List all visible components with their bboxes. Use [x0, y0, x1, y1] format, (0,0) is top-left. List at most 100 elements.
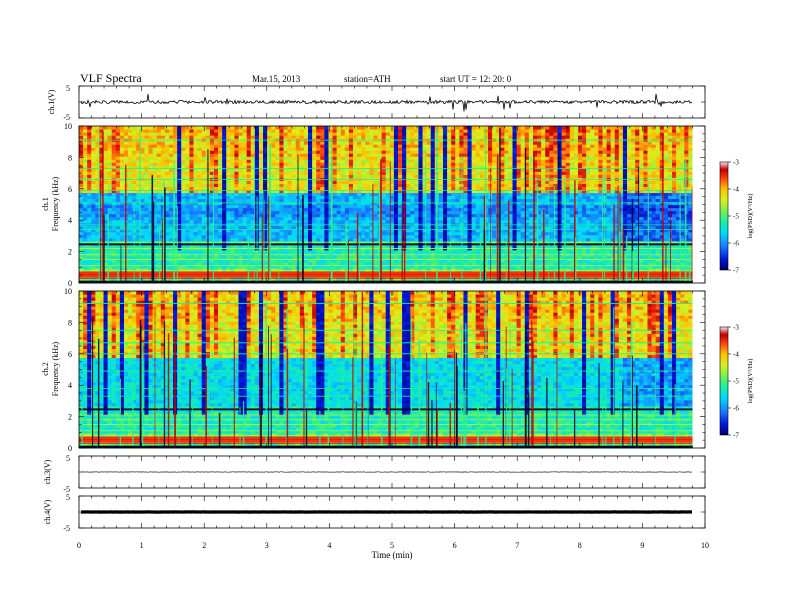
spec1-cell — [103, 231, 109, 236]
spec1-cell — [107, 267, 113, 272]
spec1-cell — [107, 159, 113, 163]
spec1-cell — [91, 276, 96, 281]
station-label: station=ATH — [344, 74, 391, 84]
spec1-cell — [99, 222, 105, 227]
spec1-cell — [160, 192, 166, 197]
spec1-cell — [152, 147, 158, 151]
spec1-cell — [144, 150, 150, 154]
spec1-cell — [107, 141, 113, 145]
spec1-cell — [140, 258, 146, 263]
spec1-cell — [99, 225, 105, 230]
spec1-cell — [99, 195, 105, 200]
spec1-cell — [148, 195, 154, 200]
spec1-cell — [87, 225, 92, 230]
spec1-cell — [156, 231, 162, 236]
spec1-cell — [83, 231, 88, 236]
spec1-cell — [119, 237, 125, 242]
spec1-cell — [95, 195, 101, 200]
spec1-cell — [128, 165, 133, 169]
spec1-cell — [99, 228, 105, 233]
spec1-cell — [136, 231, 141, 236]
spec1-cell — [160, 132, 166, 136]
spec1-cell — [119, 261, 125, 266]
spec1-cell — [83, 171, 88, 175]
spec1-cell — [79, 276, 84, 281]
spec1-cell — [111, 207, 117, 212]
spec1-cell — [99, 237, 105, 242]
spec1-cell — [140, 219, 146, 224]
spec1-cell — [381, 126, 387, 130]
spec1-cell — [152, 249, 158, 254]
spec1-cell — [332, 126, 338, 130]
spec1-cell — [418, 126, 424, 130]
spec1-cell — [91, 162, 96, 166]
spec1-cell — [119, 162, 125, 166]
spec1-cell — [123, 144, 129, 148]
spec1-cell — [348, 126, 354, 130]
ch1-time-ticks — [78, 85, 706, 119]
spec1-cell — [144, 204, 150, 209]
spec1-cell — [87, 159, 92, 163]
spec1-cell — [79, 162, 84, 166]
spec1-cell — [140, 159, 146, 163]
spec1-cell — [128, 195, 133, 200]
spec1-cell — [140, 225, 146, 230]
spec1-cell — [107, 195, 113, 200]
spec1-cell — [103, 171, 109, 175]
spec1-cell — [128, 258, 133, 263]
spec1-cell — [128, 126, 133, 130]
spec1-cell — [99, 183, 105, 187]
spec1-cell — [226, 126, 231, 130]
spec1-cell — [144, 174, 150, 178]
spec1-cell — [152, 225, 158, 230]
spec1-cell — [119, 147, 125, 151]
spec1-cell — [128, 144, 133, 148]
spec1-cell — [152, 135, 158, 139]
spec1-cell — [107, 255, 113, 260]
spec1-cell — [79, 165, 84, 169]
spec1-cell — [136, 174, 141, 178]
spec1-cell — [148, 150, 154, 154]
spec1-cell — [136, 195, 141, 200]
spec1-cell — [119, 258, 125, 263]
spec1-cell — [115, 126, 121, 130]
spec1-cell — [95, 261, 101, 266]
spec1-cell — [103, 243, 109, 248]
spec1-cell — [140, 216, 146, 221]
spec1-cell — [160, 231, 166, 236]
spec1-cell — [136, 180, 141, 184]
spec1-cell — [148, 234, 154, 239]
spec1-cell — [152, 219, 158, 224]
spec1-cell — [87, 171, 92, 175]
spec1-cell — [156, 264, 162, 269]
spec1-cell — [123, 150, 129, 154]
spec1-cell — [95, 144, 101, 148]
spec1-cell — [79, 243, 84, 248]
spec1-cell — [136, 162, 141, 166]
spec1-cell — [148, 192, 154, 197]
spec1-cell — [132, 186, 137, 190]
spec1-cell — [393, 126, 399, 130]
spec1-cell — [148, 186, 154, 190]
spec1-cell — [140, 213, 146, 218]
spec1-cell — [87, 258, 92, 263]
spec1-cell — [148, 168, 154, 172]
spec1-cell — [91, 156, 96, 160]
spec1-cell — [136, 216, 141, 221]
spec1-cell — [83, 264, 88, 269]
spec1-cell — [83, 228, 88, 233]
spec1-cell — [123, 147, 129, 151]
spec1-cell — [148, 243, 154, 248]
spec1-cell — [87, 219, 92, 224]
spec1-cell — [128, 156, 133, 160]
spec1-cell — [385, 126, 391, 130]
spec1-cell — [79, 192, 84, 197]
spec1-cell — [160, 186, 166, 190]
spec1-cell — [87, 168, 92, 172]
spec1-cell — [160, 141, 166, 145]
spec1-cell — [136, 276, 141, 281]
spec1-cell — [103, 159, 109, 163]
spec1-cell — [152, 132, 158, 136]
spec1-cell — [144, 189, 150, 194]
spec1-cell — [132, 159, 137, 163]
